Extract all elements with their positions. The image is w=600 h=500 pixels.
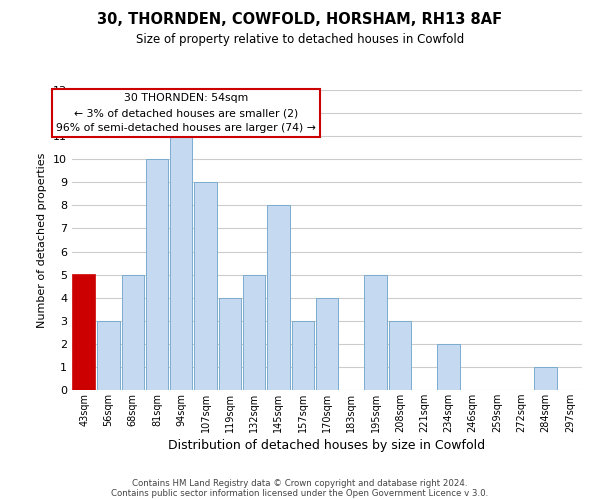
Bar — [267, 206, 290, 390]
Bar — [364, 274, 387, 390]
Bar — [316, 298, 338, 390]
Bar — [437, 344, 460, 390]
Text: Contains HM Land Registry data © Crown copyright and database right 2024.: Contains HM Land Registry data © Crown c… — [132, 478, 468, 488]
Text: Size of property relative to detached houses in Cowfold: Size of property relative to detached ho… — [136, 32, 464, 46]
Bar — [146, 159, 168, 390]
Bar — [389, 321, 411, 390]
Bar — [73, 274, 95, 390]
Bar — [194, 182, 217, 390]
X-axis label: Distribution of detached houses by size in Cowfold: Distribution of detached houses by size … — [169, 439, 485, 452]
Bar — [97, 321, 119, 390]
Y-axis label: Number of detached properties: Number of detached properties — [37, 152, 47, 328]
Bar — [218, 298, 241, 390]
Text: 30 THORNDEN: 54sqm
← 3% of detached houses are smaller (2)
96% of semi-detached : 30 THORNDEN: 54sqm ← 3% of detached hous… — [56, 94, 316, 133]
Bar — [535, 367, 557, 390]
Bar — [292, 321, 314, 390]
Text: Contains public sector information licensed under the Open Government Licence v : Contains public sector information licen… — [112, 488, 488, 498]
Bar — [170, 136, 193, 390]
Bar — [243, 274, 265, 390]
Bar — [122, 274, 144, 390]
Text: 30, THORNDEN, COWFOLD, HORSHAM, RH13 8AF: 30, THORNDEN, COWFOLD, HORSHAM, RH13 8AF — [97, 12, 503, 28]
